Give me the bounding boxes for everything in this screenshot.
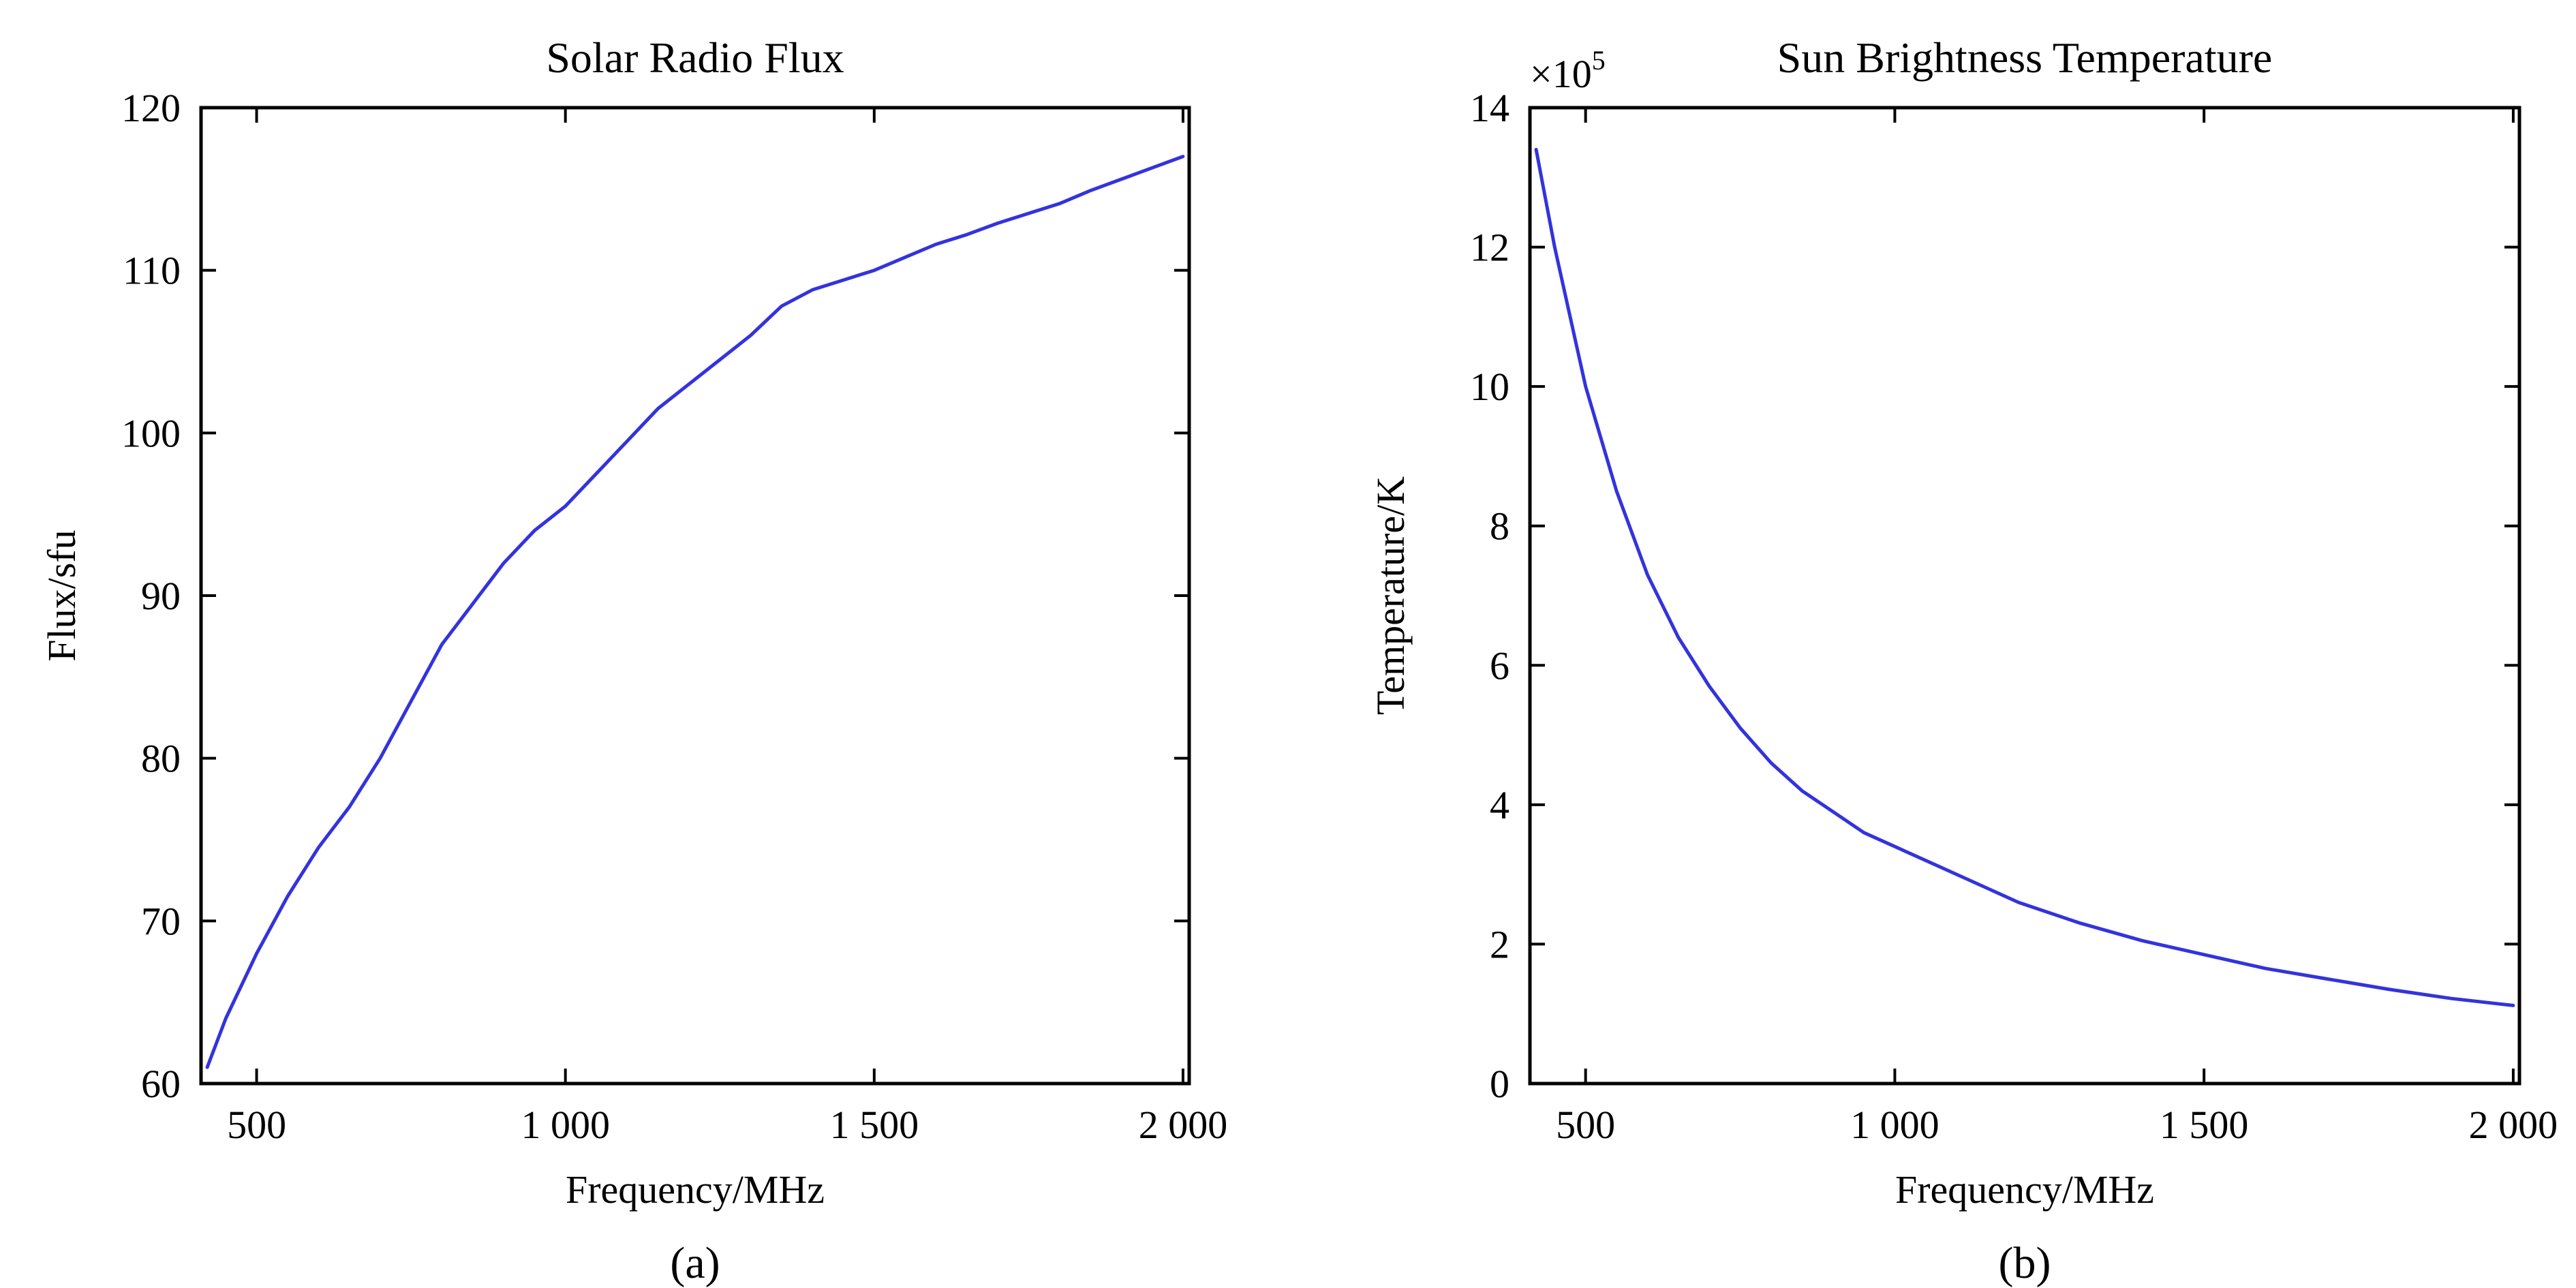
- y-tick-label: 0: [1490, 1062, 1509, 1106]
- y-tick-label: 60: [141, 1062, 181, 1106]
- y-tick-label: 90: [141, 574, 181, 618]
- x-tick-label: 1 500: [830, 1103, 919, 1147]
- x-tick-label: 500: [1556, 1103, 1615, 1147]
- y-tick-label: 14: [1470, 86, 1509, 130]
- y-tick-label: 6: [1490, 643, 1509, 688]
- x-axis-label: Frequency/MHz: [566, 1167, 825, 1212]
- y-tick-label: 4: [1490, 783, 1509, 827]
- x-tick-label: 2 000: [1139, 1103, 1228, 1147]
- y-axis-label: Flux/sfu: [40, 530, 84, 661]
- y-tick-label: 110: [123, 249, 181, 293]
- y-tick-label: 80: [141, 737, 181, 781]
- x-tick-label: 2 000: [2469, 1103, 2558, 1147]
- chart-title: Solar Radio Flux: [546, 33, 844, 82]
- series-line-0: [1534, 147, 2515, 1007]
- x-axis-label: Frequency/MHz: [1895, 1167, 2154, 1212]
- chart-panel-a: 500 1 000 1 500 2 000 60 70 80 90 100 110 120 Solar…: [40, 33, 1227, 1288]
- panel-label: (a): [670, 1238, 720, 1288]
- panel-label: (b): [1999, 1238, 2051, 1288]
- y-tick-label: 2: [1490, 922, 1509, 966]
- chart-panel-b: 500 1 000 1 500 2 000 0 2 4 6 8 10 12 14 Sun Brightn…: [1368, 33, 2558, 1288]
- x-tick-label: 1 000: [1850, 1103, 1939, 1147]
- x-tick-label: 1 000: [521, 1103, 610, 1147]
- y-tick-label: 70: [141, 899, 181, 943]
- y-tick-label: 100: [121, 411, 181, 455]
- plot-frame: [1528, 106, 2521, 1086]
- chart-title: Sun Brightness Temperature: [1777, 33, 2273, 82]
- y-tick-label: 120: [121, 86, 181, 130]
- x-tick-label: 1 500: [2160, 1103, 2249, 1147]
- y-tick-label: 12: [1470, 226, 1509, 270]
- series-line-0: [205, 155, 1185, 1069]
- y-tick-label: 8: [1490, 504, 1509, 549]
- plot-frame: [199, 106, 1191, 1086]
- y-tick-label: 10: [1470, 365, 1509, 409]
- y-axis-label: Temperature/K: [1368, 476, 1413, 715]
- x-tick-label: 500: [227, 1103, 286, 1147]
- y-axis-multiplier: ×105: [1530, 45, 1606, 96]
